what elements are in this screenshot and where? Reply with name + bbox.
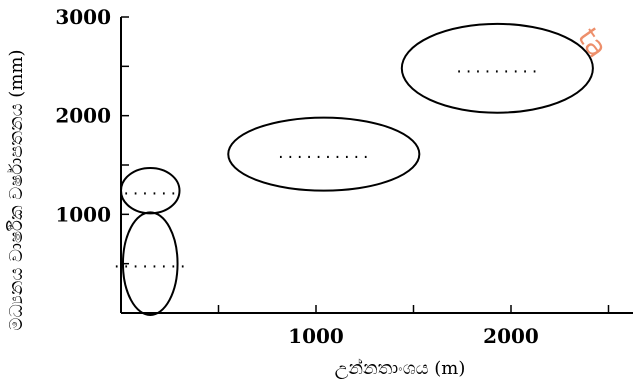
zone-blank-dots[interactable]: ......... — [455, 60, 540, 76]
zone-blank-dots[interactable]: ...... — [122, 183, 179, 199]
zone-mid: .......... — [227, 116, 421, 192]
zone-ellipse — [400, 22, 594, 114]
zone-low-small: ...... — [120, 166, 181, 215]
x-tick-label: 1000 — [288, 324, 344, 348]
zone-blank-dots[interactable]: ........ — [113, 256, 188, 272]
y-axis-title: මධ්‍යනය වාර්ෂික වර්ෂාපතනය (mm) — [6, 50, 27, 331]
zones-layer: ................................. — [113, 22, 594, 316]
watermark-text: ta — [571, 22, 614, 64]
y-tick-label: 2000 — [55, 104, 111, 128]
y-tick-label: 3000 — [55, 5, 111, 29]
ticks-layer: 1000 2000 3000 1000 2000 — [55, 5, 610, 348]
zone-blank-dots[interactable]: .......... — [277, 146, 371, 162]
zone-high: ......... — [400, 22, 594, 114]
x-tick-label: 2000 — [483, 324, 539, 348]
axes-layer — [120, 17, 633, 314]
x-axis-title: උන්නතාංශය (m) — [335, 358, 466, 379]
zone-ellipse — [227, 116, 421, 192]
y-tick-label: 1000 — [55, 202, 111, 226]
